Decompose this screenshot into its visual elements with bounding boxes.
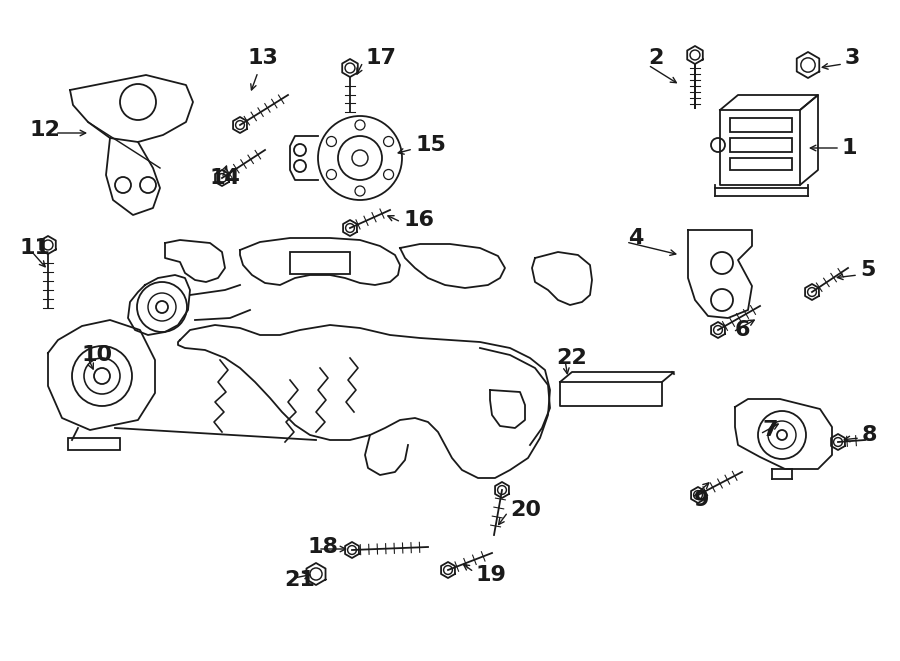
Bar — [730, 138, 792, 152]
Text: 13: 13 — [248, 48, 279, 68]
Text: 2: 2 — [648, 48, 663, 68]
Text: 10: 10 — [82, 345, 113, 365]
Bar — [290, 252, 350, 274]
Text: 20: 20 — [510, 500, 541, 520]
Text: 15: 15 — [415, 135, 446, 155]
Text: 3: 3 — [845, 48, 860, 68]
Text: 21: 21 — [284, 570, 315, 590]
Text: 16: 16 — [403, 210, 434, 230]
Text: 4: 4 — [628, 228, 644, 248]
Bar — [68, 438, 120, 450]
Text: 11: 11 — [20, 238, 51, 258]
Text: 18: 18 — [308, 537, 339, 557]
Text: 9: 9 — [694, 490, 709, 510]
Text: 22: 22 — [556, 348, 587, 368]
Text: 19: 19 — [476, 565, 507, 585]
Text: 6: 6 — [735, 320, 751, 340]
Text: 8: 8 — [862, 425, 878, 445]
Text: 17: 17 — [365, 48, 396, 68]
Text: 1: 1 — [842, 138, 858, 158]
Text: 7: 7 — [762, 420, 778, 440]
Bar — [730, 158, 792, 170]
Bar — [730, 118, 792, 132]
Text: 5: 5 — [860, 260, 876, 280]
Text: 12: 12 — [30, 120, 61, 140]
Text: 14: 14 — [210, 168, 241, 188]
